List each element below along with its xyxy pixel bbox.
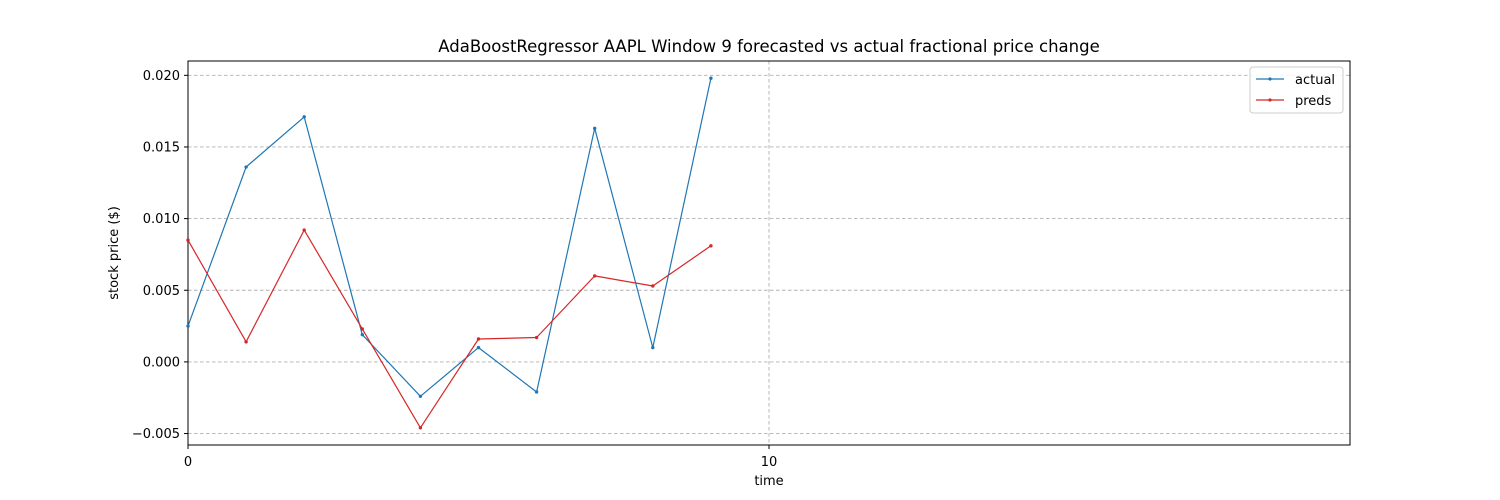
x-tick-label: 10 <box>761 455 778 470</box>
legend-marker-preds <box>1268 98 1272 102</box>
data-point-actual <box>418 394 423 398</box>
legend-marker-actual <box>1268 77 1272 81</box>
legend-label-preds: preds <box>1295 94 1332 109</box>
chart-title: AdaBoostRegressor AAPL Window 9 forecast… <box>438 37 1099 56</box>
series-actual <box>186 76 713 398</box>
series-line-actual <box>187 78 712 397</box>
series-layer <box>186 76 713 430</box>
y-tick-label: 0.015 <box>143 140 180 155</box>
x-axis-ticks: 0 10 <box>184 445 777 470</box>
x-axis-label: time <box>754 474 783 489</box>
data-point-preds <box>360 327 364 331</box>
data-point-actual <box>534 390 539 394</box>
data-point-preds <box>302 228 306 232</box>
data-point-actual <box>476 345 481 350</box>
x-tick-label: 0 <box>184 455 192 470</box>
series-preds <box>186 228 713 430</box>
data-point-preds <box>709 244 713 248</box>
data-point-actual <box>186 324 190 328</box>
data-point-actual <box>651 345 655 350</box>
data-point-preds <box>651 284 655 288</box>
data-point-preds <box>418 426 423 430</box>
data-point-preds <box>186 238 190 242</box>
y-tick-label: 0.020 <box>143 69 180 84</box>
series-line-preds <box>187 229 712 429</box>
y-tick-label: 0.010 <box>143 212 180 227</box>
legend: actual preds <box>1249 66 1344 114</box>
data-point-preds <box>534 335 539 340</box>
y-tick-label: 0.000 <box>143 355 180 370</box>
data-point-actual <box>593 126 597 131</box>
y-tick-label: −0.005 <box>132 427 180 442</box>
data-point-preds <box>244 340 248 344</box>
data-point-preds <box>476 337 481 341</box>
legend-label-actual: actual <box>1295 73 1335 88</box>
data-point-actual <box>244 165 248 169</box>
data-point-preds <box>593 274 597 278</box>
y-tick-label: 0.005 <box>143 284 180 299</box>
data-point-actual <box>360 332 364 337</box>
grid <box>187 61 1350 445</box>
y-axis-ticks: −0.005 0.000 0.005 0.010 0.015 0.020 <box>132 69 188 442</box>
data-point-actual <box>709 76 713 80</box>
data-point-actual <box>302 115 306 119</box>
y-axis-label: stock price ($) <box>107 206 122 300</box>
